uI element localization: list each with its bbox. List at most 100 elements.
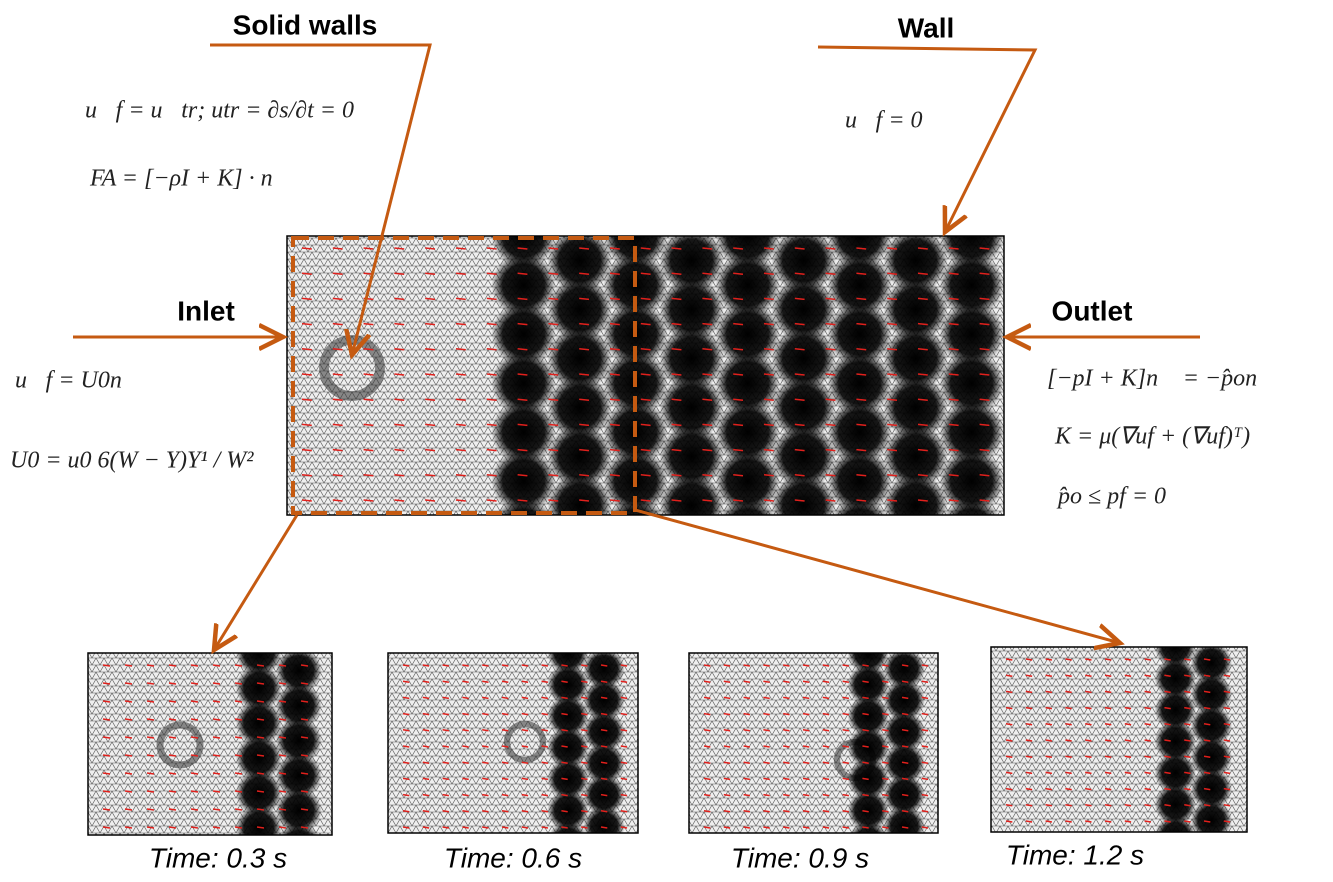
velocity-vector (823, 746, 829, 747)
velocity-vector (823, 811, 829, 812)
velocity-vector (235, 755, 242, 756)
label: Wall (898, 12, 955, 43)
velocity-vector (1046, 675, 1052, 676)
particle (715, 498, 779, 562)
velocity-vector (1145, 724, 1151, 725)
velocity-vector (302, 374, 312, 375)
velocity-vector (902, 827, 908, 828)
velocity-vector (394, 424, 404, 425)
velocity-vector (795, 399, 805, 400)
velocity-vector (610, 248, 620, 249)
velocity-vector (364, 324, 374, 325)
velocity-vector (548, 399, 558, 400)
velocity-vector (803, 697, 809, 698)
velocity-vector (561, 811, 567, 812)
velocity-vector (213, 755, 220, 756)
velocity-vector (764, 450, 774, 451)
velocity-vector (763, 697, 769, 698)
velocity-vector (301, 755, 308, 756)
velocity-vector (1204, 772, 1210, 773)
velocity-vector (641, 374, 651, 375)
velocity-vector (579, 500, 589, 501)
velocity-vector (1006, 756, 1012, 757)
velocity-vector (1224, 772, 1230, 773)
velocity-vector (887, 450, 897, 451)
velocity-vector (425, 424, 435, 425)
velocity-vector (581, 665, 587, 666)
velocity-vector (487, 324, 497, 325)
velocity-vector (191, 701, 198, 702)
velocity-vector (704, 730, 710, 731)
velocity-vector (125, 701, 132, 702)
velocity-vector (887, 500, 897, 501)
velocity-vector (621, 697, 627, 698)
velocity-vector (482, 746, 488, 747)
velocity-vector (1085, 675, 1091, 676)
velocity-vector (235, 773, 242, 774)
velocity-vector (1006, 772, 1012, 773)
velocity-vector (733, 450, 743, 451)
velocity-vector (542, 795, 548, 796)
velocity-vector (733, 424, 743, 425)
velocity-vector (403, 762, 409, 763)
velocity-vector (1046, 659, 1052, 660)
particle (771, 473, 835, 537)
velocity-vector (581, 827, 587, 828)
equation: u⃗f = 0 (845, 108, 923, 134)
velocity-vector (1204, 691, 1210, 692)
velocity-vector (1006, 691, 1012, 692)
velocity-vector (724, 811, 730, 812)
velocity-vector (333, 450, 343, 451)
velocity-vector (403, 730, 409, 731)
velocity-vector (364, 450, 374, 451)
velocity-vector (704, 665, 710, 666)
velocity-vector (462, 778, 468, 779)
velocity-vector (1145, 675, 1151, 676)
velocity-vector (1006, 740, 1012, 741)
velocity-vector (1224, 821, 1230, 822)
velocity-vector (394, 399, 404, 400)
velocity-vector (980, 273, 990, 274)
velocity-vector (922, 697, 928, 698)
velocity-vector (826, 298, 836, 299)
velocity-vector (394, 374, 404, 375)
velocity-vector (548, 424, 558, 425)
velocity-vector (579, 248, 589, 249)
velocity-vector (579, 424, 589, 425)
velocity-vector (394, 450, 404, 451)
velocity-vector (443, 697, 449, 698)
velocity-vector (918, 399, 928, 400)
velocity-vector (561, 714, 567, 715)
velocity-vector (364, 500, 374, 501)
velocity-vector (423, 681, 429, 682)
particle (939, 498, 1003, 562)
velocity-vector (610, 324, 620, 325)
velocity-vector (843, 827, 849, 828)
velocity-vector (443, 827, 449, 828)
velocity-vector (856, 450, 866, 451)
velocity-vector (279, 809, 286, 810)
velocity-vector (403, 827, 409, 828)
velocity-vector (518, 450, 528, 451)
velocity-vector (579, 374, 589, 375)
velocity-vector (744, 795, 750, 796)
velocity-vector (763, 681, 769, 682)
velocity-vector (1125, 756, 1131, 757)
velocity-vector (862, 730, 868, 731)
velocity-vector (213, 791, 220, 792)
velocity-vector (482, 730, 488, 731)
velocity-vector (423, 827, 429, 828)
velocity-vector (882, 746, 888, 747)
velocity-vector (803, 730, 809, 731)
velocity-vector (744, 697, 750, 698)
velocity-vector (823, 827, 829, 828)
velocity-vector (456, 500, 466, 501)
velocity-vector (1046, 691, 1052, 692)
velocity-vector (394, 475, 404, 476)
velocity-vector (103, 791, 110, 792)
velocity-vector (518, 374, 528, 375)
velocity-vector (823, 665, 829, 666)
velocity-vector (125, 719, 132, 720)
velocity-vector (425, 273, 435, 274)
velocity-vector (1184, 789, 1190, 790)
